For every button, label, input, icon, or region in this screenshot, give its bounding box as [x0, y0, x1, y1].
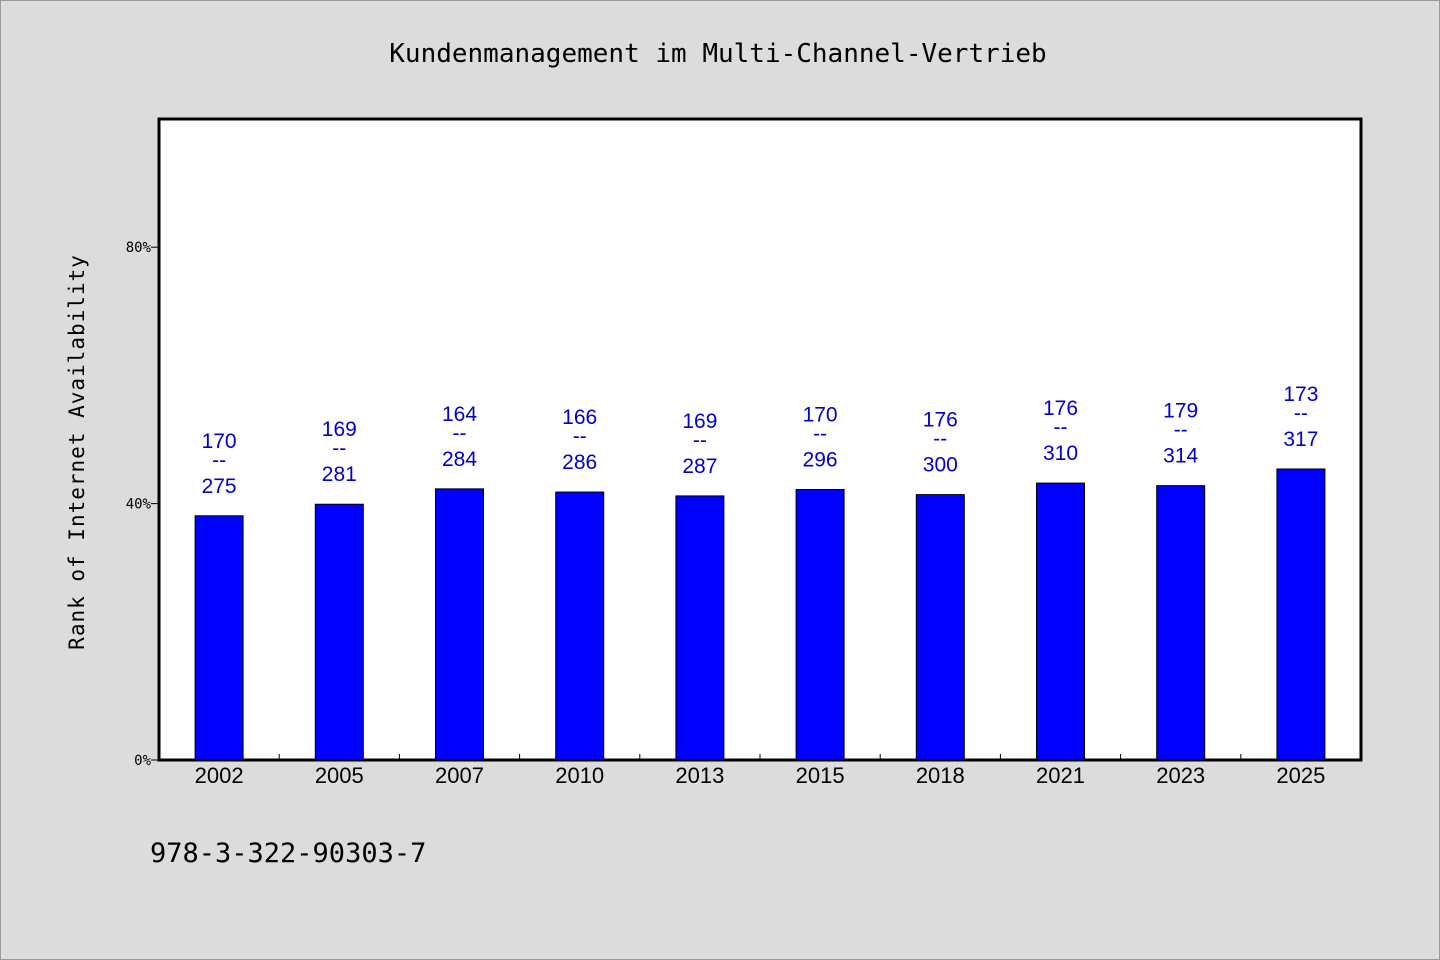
x-tick-label: 2002: [195, 763, 244, 788]
x-tick-label: 2015: [796, 763, 845, 788]
bar-label-separator: --: [1294, 402, 1308, 425]
x-tick-label: 2018: [916, 763, 965, 788]
bar-series: [194, 468, 1326, 761]
bar-label-bottom: 275: [202, 475, 237, 498]
bar-label-bottom: 296: [803, 448, 838, 471]
bar-label-bottom: 314: [1163, 445, 1198, 468]
bar-label-top: 166: [562, 406, 597, 429]
bar: [1036, 482, 1085, 761]
bar-label-separator: --: [573, 425, 587, 448]
bar-label-top: 179: [1163, 400, 1198, 423]
bar-data-labels: 170--275169--281164--284166--286169--287…: [202, 383, 1319, 498]
bar-label-bottom: 284: [442, 448, 477, 471]
x-tick-label: 2007: [435, 763, 484, 788]
bar-label-separator: --: [1054, 416, 1068, 439]
bar-label-separator: --: [1174, 419, 1188, 442]
bar: [675, 495, 725, 761]
chart-title: Kundenmanagement im Multi-Channel-Vertri…: [389, 39, 1046, 69]
bar: [314, 503, 364, 761]
bar-label-bottom: 317: [1283, 428, 1318, 451]
bar-label-bottom: 310: [1043, 442, 1078, 465]
bar: [555, 491, 605, 761]
y-axis-label: Rank of Internet Availability: [65, 254, 89, 650]
y-axis-ticks: 0% 40% 80%: [126, 240, 159, 769]
bar-label-separator: --: [453, 422, 467, 445]
bar-label-top: 170: [803, 403, 838, 426]
bar-label-separator: --: [693, 429, 707, 452]
isbn-footer: 978-3-322-90303-7: [150, 838, 426, 869]
x-tick-label: 2023: [1156, 763, 1205, 788]
x-tick-label: 2013: [675, 763, 724, 788]
bar: [194, 515, 244, 761]
bar: [915, 494, 965, 761]
bar-label-bottom: 286: [562, 451, 597, 474]
bar-label-separator: --: [933, 428, 947, 451]
x-tick-label: 2025: [1276, 763, 1325, 788]
bar-label-top: 164: [442, 403, 477, 426]
x-tick-label: 2010: [555, 763, 604, 788]
bar-label-top: 176: [923, 409, 958, 432]
bar-label-bottom: 287: [682, 455, 717, 478]
bar-label-top: 169: [682, 410, 717, 433]
bar-label-top: 170: [202, 430, 237, 453]
bar-label-top: 169: [322, 418, 357, 441]
x-tick-label: 2005: [315, 763, 364, 788]
bar-label-bottom: 281: [322, 463, 357, 486]
bar-label-top: 176: [1043, 397, 1078, 420]
bar-label-separator: --: [813, 422, 827, 445]
y-tick-label: 80%: [126, 240, 152, 256]
y-tick-label: 40%: [126, 497, 152, 513]
bar: [795, 488, 845, 761]
bar: [1156, 485, 1206, 761]
bar: [435, 488, 484, 761]
bar-label-separator: --: [332, 437, 346, 460]
bar-label-separator: --: [212, 449, 226, 472]
bar-label-top: 173: [1283, 383, 1318, 406]
y-tick-label: 0%: [134, 753, 151, 769]
bar: [1276, 468, 1326, 761]
bar-label-bottom: 300: [923, 454, 958, 477]
x-axis-ticks: 2002 2005 2007 2010 2013 2015 2018 2021 2023 2025: [195, 754, 1325, 788]
x-tick-label: 2021: [1036, 763, 1085, 788]
